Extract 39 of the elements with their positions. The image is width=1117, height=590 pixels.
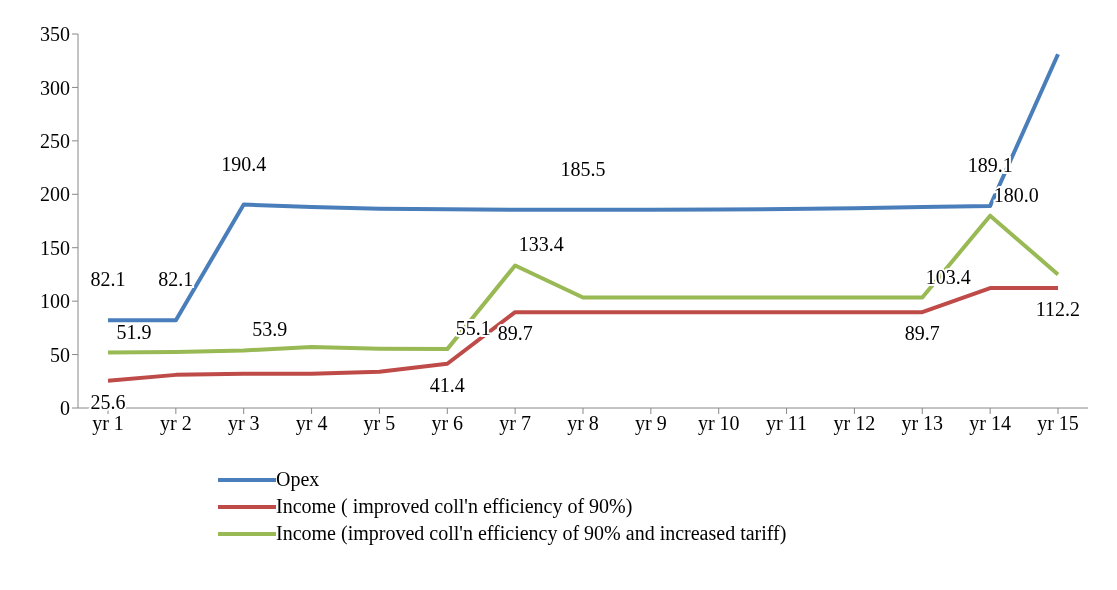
x-tick-label: yr 10 [697,412,740,436]
x-tick-label: yr 3 [227,412,260,436]
data-label: 41.4 [429,373,465,396]
x-tick-label: yr 13 [901,412,944,436]
y-tick-label: 0 [60,397,70,420]
data-label: 112.2 [1035,298,1081,321]
legend-label: Income ( improved coll'n efficiency of 90%) [276,495,633,518]
x-tick-label: yr 15 [1037,412,1079,436]
y-tick-label: 100 [40,290,70,313]
y-tick-label: 200 [40,183,70,206]
data-label: 53.9 [252,318,288,341]
data-label: 190.4 [221,152,267,175]
legend-label: Income (improved coll'n efficiency of 90% and increased tariff) [276,522,787,545]
data-label: 185.5 [560,157,606,180]
data-label: 89.7 [497,322,533,345]
data-label: 180.0 [993,183,1039,206]
x-tick-label: yr 9 [635,412,667,436]
data-label: 89.7 [904,322,940,345]
y-tick-label: 250 [40,129,70,152]
legend-label: Opex [276,468,320,491]
x-tick-label: yr 14 [969,412,1011,436]
x-tick-label: yr 12 [833,412,876,436]
x-tick-label: yr 5 [363,412,396,436]
data-label: 25.6 [90,390,126,413]
y-tick-label: 300 [40,76,70,99]
x-tick-label: yr 8 [567,412,599,436]
y-tick-label: 350 [40,23,70,46]
x-tick-label: yr 4 [295,412,328,436]
data-label: 133.4 [518,233,564,256]
data-label: 82.1 [158,268,194,291]
x-tick-label: yr 7 [499,412,531,436]
y-tick-label: 150 [40,236,70,259]
x-tick-label: yr 2 [160,412,192,436]
x-tick-label: yr 6 [431,412,464,436]
data-label: 51.9 [116,320,152,343]
x-tick-label: yr 1 [92,412,124,436]
data-label: 82.1 [90,268,126,291]
y-tick-label: 50 [50,343,70,366]
x-tick-label: yr 11 [766,412,808,436]
